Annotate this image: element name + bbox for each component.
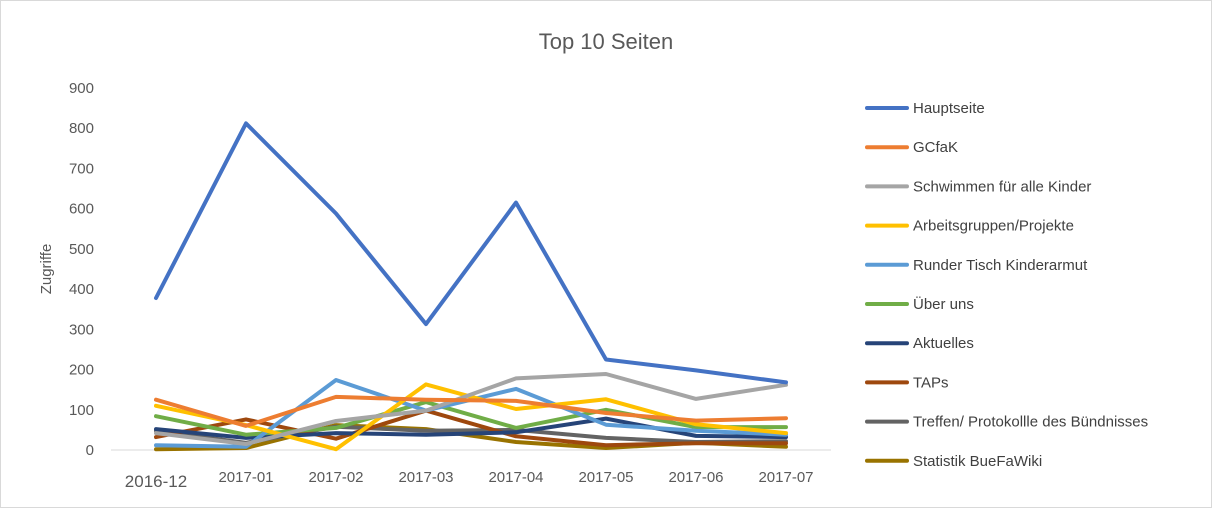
legend-label: Über uns [913,295,974,313]
legend-label: GCfaK [913,139,958,156]
x-tick-label: 2017-07 [758,469,813,486]
legend-item: Über uns [865,295,974,313]
y-tick-label: 400 [69,281,94,298]
y-axis-label: Zugriffe [38,244,55,295]
legend-item: Aktuelles [865,335,974,352]
chart-title: Top 10 Seiten [539,29,674,54]
y-tick-label: 100 [69,402,94,419]
series-line [154,121,788,385]
legend-item: Schwimmen für alle Kinder [865,178,1091,195]
y-tick-label: 700 [69,160,94,177]
legend-label: Schwimmen für alle Kinder [913,178,1091,195]
series-line [154,372,788,446]
legend-label: Treffen/ Protokollle des Bündnisses [913,414,1148,431]
x-tick-label: 2017-03 [398,469,453,486]
x-tick-label: 2017-02 [308,469,363,486]
y-tick-label: 500 [69,241,94,258]
legend-item: Arbeitsgruppen/Projekte [865,218,1074,235]
legend-item: Statistik BueFaWiki [865,453,1042,470]
legend-item: GCfaK [865,139,958,156]
legend-label: TAPs [913,374,949,391]
x-tick-label: 2016-12 [125,472,187,491]
legend-label: Statistik BueFaWiki [913,453,1042,470]
x-axis-ticks: 2016-12 2017-01 2017-02 2017-03 2017-04 2017-… [125,469,814,491]
legend-item: Hauptseite [865,100,985,117]
y-tick-label: 800 [69,120,94,137]
legend-label: Runder Tisch Kinderarmut [913,257,1088,274]
legend: Hauptseite GCfaK Schwimmen für alle Kinder… [865,100,1148,470]
y-axis-ticks: 0 100 200 300 400 500 600 700 800 900 [69,80,94,459]
x-tick-label: 2017-05 [578,469,633,486]
legend-item: Runder Tisch Kinderarmut [865,257,1088,274]
legend-label: Arbeitsgruppen/Projekte [913,218,1074,235]
y-tick-label: 600 [69,201,94,218]
series-lines [154,121,788,452]
legend-item: Treffen/ Protokollle des Bündnisses [865,414,1148,431]
legend-label: Aktuelles [913,335,974,352]
y-tick-label: 300 [69,321,94,338]
series-line [154,394,788,428]
legend-label: Hauptseite [913,100,985,117]
y-tick-label: 900 [69,80,94,97]
y-tick-label: 0 [86,442,94,459]
x-tick-label: 2017-06 [668,469,723,486]
x-tick-label: 2017-01 [218,469,273,486]
y-tick-label: 200 [69,362,94,379]
legend-item: TAPs [865,374,949,391]
x-tick-label: 2017-04 [488,469,543,486]
